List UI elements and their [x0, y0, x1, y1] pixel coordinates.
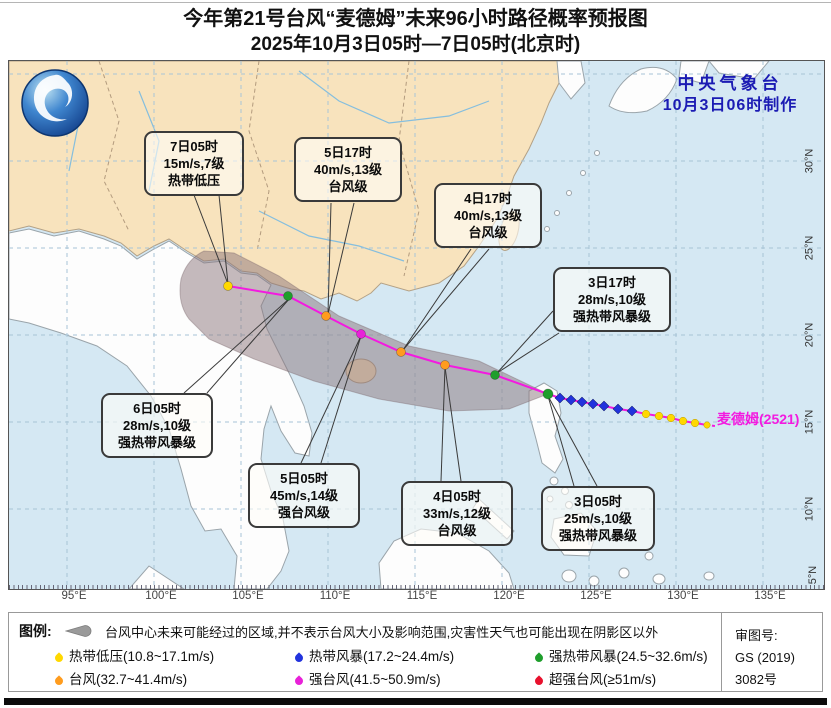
lon-tick-115e: 115°E	[406, 590, 438, 602]
forecast-label-3d05: 3日05时 25m/s,10级 强热带风暴级	[541, 486, 655, 551]
observed-track-points	[554, 392, 711, 429]
map-canvas	[9, 61, 824, 589]
lat-tick-15n: 15°N	[803, 409, 816, 435]
typhoon-icon	[53, 675, 65, 687]
forecast-label-7d05: 7日05时 15m/s,7级 热带低压	[144, 131, 244, 196]
lon-tick-120e: 120°E	[493, 590, 525, 602]
lat-tick-5n: 5°N	[806, 565, 819, 585]
label-time: 4日17时	[464, 191, 512, 206]
forecast-label-4d17: 4日17时 40m/s,13级 台风级	[434, 183, 542, 248]
label-category: 台风级	[437, 523, 477, 538]
lat-tick-20n: 20°N	[803, 322, 816, 348]
legend-item-label: 超强台风(≥51m/s)	[549, 672, 657, 687]
label-category: 台风级	[328, 179, 368, 194]
legend-item-ty: 台风(32.7~41.4m/s)	[53, 668, 188, 688]
label-wind: 25m/s,10级	[564, 511, 632, 526]
storm-name-label: 麦德姆(2521)	[717, 411, 800, 427]
lon-tick-130e: 130°E	[667, 590, 699, 602]
label-wind: 15m/s,7级	[163, 156, 225, 171]
label-time: 3日17时	[588, 275, 636, 290]
legend-item-label: 强热带风暴(24.5~32.6m/s)	[549, 649, 708, 664]
bottom-bar	[4, 698, 827, 705]
label-time: 5日05时	[280, 471, 328, 486]
forecast-label-5d05: 5日05时 45m/s,14级 强台风级	[248, 463, 360, 528]
label-wind: 33m/s,12级	[423, 506, 491, 521]
map-license: 审图号: GS (2019) 3082号	[735, 625, 822, 691]
label-wind: 28m/s,10级	[123, 418, 191, 433]
label-category: 台风级	[468, 225, 508, 240]
legend-caption: 图例:	[19, 623, 52, 639]
label-category: 强台风级	[277, 505, 330, 520]
label-time: 6日05时	[133, 401, 181, 416]
legend-item-label: 强台风(41.5~50.9m/s)	[309, 672, 441, 687]
severe-typhoon-icon	[293, 675, 305, 687]
legend-item-ts: 热带风暴(17.2~24.4m/s)	[293, 645, 455, 665]
lon-tick-95e: 95°E	[61, 590, 87, 602]
legend-item-super-ty: 超强台风(≥51m/s)	[533, 668, 657, 688]
label-time: 5日17时	[324, 145, 372, 160]
label-category: 热带低压	[167, 173, 220, 188]
longitude-minor-ticks	[9, 585, 824, 589]
lat-tick-30n: 30°N	[803, 148, 816, 174]
legend-item-sts: 强热带风暴(24.5~32.6m/s)	[533, 645, 708, 665]
lon-tick-125e: 125°E	[580, 590, 612, 602]
license-number: GS (2019) 3082号	[735, 650, 795, 687]
legend-item-td: 热带低压(10.8~17.1m/s)	[53, 645, 215, 665]
agency-name: 中央气象台	[677, 74, 783, 93]
forecast-map: 中央气象台 10月3日06时制作 7日05时 15m/s,7级 热带低压 5日1…	[8, 60, 825, 590]
label-wind: 28m/s,10级	[578, 292, 646, 307]
legend-item-label: 热带低压(10.8~17.1m/s)	[69, 649, 215, 664]
label-time: 3日05时	[574, 494, 622, 509]
forecast-track-points	[223, 281, 554, 400]
tropical-storm-icon	[293, 652, 305, 664]
forecast-label-3d17: 3日17时 28m/s,10级 强热带风暴级	[553, 267, 671, 332]
license-label: 审图号:	[735, 628, 778, 643]
lon-tick-105e: 105°E	[232, 590, 264, 602]
legend-item-label: 台风(32.7~41.4m/s)	[69, 672, 188, 687]
label-wind: 40m/s,13级	[454, 208, 522, 223]
leader-lines	[183, 194, 598, 487]
legend-panel: 图例: 台风中心未来可能经过的区域,并不表示台风大小及影响范围,灾害性天气也可能…	[8, 612, 823, 692]
super-typhoon-icon	[533, 675, 545, 687]
agency-credit: 中央气象台 10月3日06时制作	[637, 73, 823, 116]
tropical-depression-icon	[53, 652, 65, 664]
lat-tick-25n: 25°N	[803, 235, 816, 261]
label-wind: 45m/s,14级	[270, 488, 338, 503]
legend-item-label: 热带风暴(17.2~24.4m/s)	[309, 649, 455, 664]
forecast-label-6d05: 6日05时 28m/s,10级 强热带风暴级	[101, 393, 213, 458]
label-category: 强热带风暴级	[558, 528, 637, 543]
legend-divider	[721, 613, 722, 691]
title-line1: 今年第21号台风“麦德姆”未来96小时路径概率预报图	[183, 8, 648, 30]
label-wind: 40m/s,13级	[314, 162, 382, 177]
cma-logo-icon	[21, 69, 89, 137]
severe-tropical-storm-icon	[533, 652, 545, 664]
top-divider	[0, 2, 831, 3]
legend-item-sty: 强台风(41.5~50.9m/s)	[293, 668, 441, 688]
lon-tick-110e: 110°E	[319, 590, 351, 602]
forecast-label-4d05: 4日05时 33m/s,12级 台风级	[401, 481, 513, 546]
issue-time: 10月3日06时制作	[662, 97, 798, 114]
label-time: 7日05时	[170, 139, 218, 154]
lon-tick-135e: 135°E	[754, 590, 786, 602]
page-title: 今年第21号台风“麦德姆”未来96小时路径概率预报图 2025年10月3日05时…	[0, 6, 831, 57]
forecast-label-5d17: 5日17时 40m/s,13级 台风级	[294, 137, 402, 202]
lat-tick-10n: 10°N	[803, 496, 816, 522]
cone-icon	[65, 625, 92, 637]
longitude-axis: 95°E 100°E 105°E 110°E 115°E 120°E 125°E…	[0, 590, 831, 606]
cone-note: 台风中心未来可能经过的区域,并不表示台风大小及影响范围,灾害性天气也可能出现在阴…	[105, 625, 659, 640]
label-time: 4日05时	[433, 489, 481, 504]
label-category: 强热带风暴级	[117, 435, 196, 450]
label-category: 强热带风暴级	[572, 309, 651, 324]
title-line2: 2025年10月3日05时—7日05时(北京时)	[250, 34, 581, 55]
lon-tick-100e: 100°E	[145, 590, 177, 602]
